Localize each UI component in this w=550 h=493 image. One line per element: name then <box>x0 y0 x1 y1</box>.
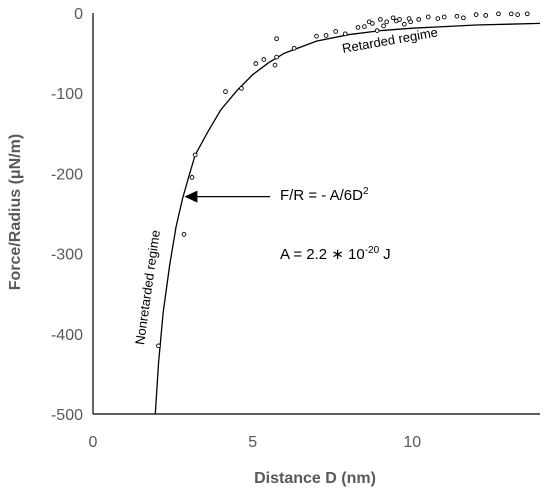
y-tick-label: -100 <box>51 86 83 103</box>
data-point <box>374 28 380 33</box>
data-point <box>274 36 279 42</box>
data-point <box>524 11 530 17</box>
x-tick-label: 5 <box>248 434 257 451</box>
data-point <box>192 152 198 158</box>
fit-curve <box>154 22 541 415</box>
data-point <box>323 33 329 38</box>
equation-label: F/R = - A/6D2 <box>280 186 369 204</box>
data-point <box>156 343 161 349</box>
data-point <box>454 13 460 19</box>
data-point <box>508 11 514 17</box>
data-point <box>384 19 390 25</box>
data-point <box>483 13 489 18</box>
data-point <box>408 19 414 25</box>
y-tick-label: -500 <box>51 407 83 424</box>
y-tick-label: 0 <box>74 6 83 23</box>
constant-label: A = 2.2 ∗ 10-20 J <box>280 245 391 263</box>
x-tick-label: 10 <box>403 434 421 451</box>
equation-exponent: 2 <box>363 186 369 197</box>
data-points-layer <box>156 11 530 349</box>
axes <box>92 13 540 415</box>
arrow-head <box>184 190 198 203</box>
data-point <box>314 33 319 39</box>
data-point <box>239 86 244 91</box>
data-point <box>362 24 367 29</box>
data-point <box>253 61 259 66</box>
retarded-regime-label: Retarded regime <box>341 24 439 56</box>
data-point <box>397 17 402 22</box>
data-point <box>425 14 431 20</box>
data-point <box>390 15 396 21</box>
data-point <box>181 232 187 237</box>
data-point <box>370 21 375 26</box>
data-point <box>342 31 348 37</box>
annotation-arrow-layer <box>184 190 270 203</box>
data-point <box>333 29 339 34</box>
data-point <box>355 25 361 30</box>
data-point <box>378 17 383 22</box>
y-tick-label: -200 <box>51 166 83 183</box>
data-point <box>441 14 447 20</box>
equation-text: F/R = - A/6D <box>280 187 363 204</box>
fit-curve-layer <box>154 22 541 415</box>
x-tick-labels: 0 5 10 <box>89 434 422 451</box>
data-point <box>416 17 422 22</box>
x-axis-title: Distance D (nm) <box>254 470 376 487</box>
data-point <box>223 89 228 94</box>
constant-exponent: -20 <box>365 245 380 256</box>
data-point <box>381 23 386 29</box>
data-point <box>189 175 195 180</box>
data-point <box>401 21 407 27</box>
y-axis-title: Force/Radius (μN/m) <box>7 134 24 290</box>
data-point <box>435 16 441 21</box>
data-point <box>473 12 479 17</box>
data-point <box>261 57 267 62</box>
x-tick-label: 0 <box>89 434 98 451</box>
y-tick-label: -300 <box>51 247 83 264</box>
constant-unit: J <box>383 246 391 263</box>
data-point <box>272 62 278 68</box>
data-point <box>274 54 279 60</box>
y-tick-label: -400 <box>51 327 83 344</box>
constant-prefix: A = 2.2 ∗ 10 <box>280 246 365 263</box>
data-point <box>496 11 501 17</box>
nonretarded-regime-label: Nonretarded regime <box>132 229 163 346</box>
data-point <box>461 15 466 21</box>
data-point <box>515 12 520 17</box>
y-tick-labels: 0 -100 -200 -300 -400 -500 <box>51 6 83 424</box>
data-point <box>291 45 297 51</box>
